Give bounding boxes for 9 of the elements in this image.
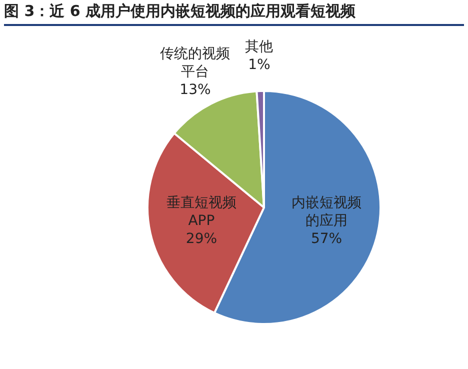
slice-label: 其他 xyxy=(245,38,274,55)
data-label: 57% xyxy=(310,231,342,248)
data-label: 13% xyxy=(180,82,211,98)
slice-label: 内嵌短视频的应用 xyxy=(292,195,362,230)
data-label: 29% xyxy=(186,231,218,248)
data-label: 1% xyxy=(248,56,270,73)
slice-label: 传统的视频平台 xyxy=(160,46,230,80)
chart-title: 图 3：近 6 成用户使用内嵌短视频的应用观看短视频 xyxy=(4,2,464,26)
slice-label: 垂直短视频APP xyxy=(166,195,236,230)
